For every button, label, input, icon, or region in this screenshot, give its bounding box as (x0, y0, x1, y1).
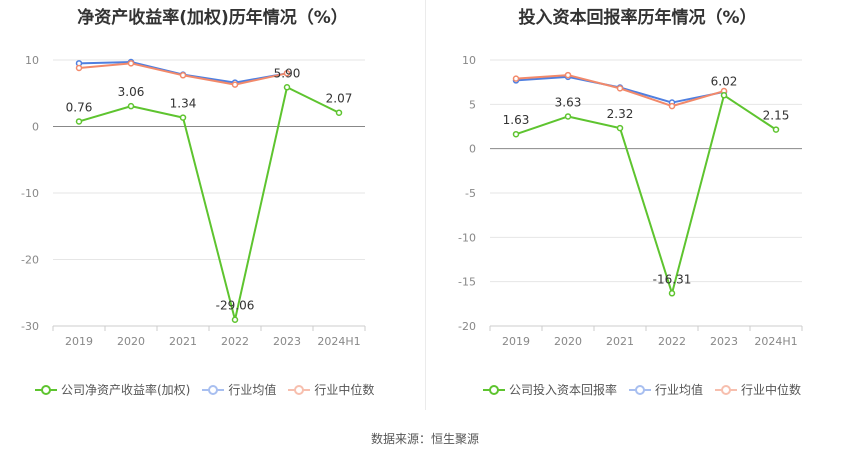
series-point-0 (512, 130, 520, 138)
data-label: 2.07 (326, 92, 353, 106)
roe-chart-title: 净资产收益率(加权)历年情况（%） (77, 8, 348, 28)
legend-label: 行业均值 (228, 383, 277, 397)
series-point-2 (668, 102, 676, 110)
y-tick-label: 5 (469, 98, 476, 111)
legend-swatch-green-icon (35, 384, 57, 395)
series-point-0 (720, 92, 728, 99)
series-point-0 (231, 316, 239, 323)
x-tick-label: 2020 (117, 335, 145, 348)
series-point-0 (179, 114, 187, 121)
x-tick-label: 2023 (273, 335, 301, 348)
series-line-0 (515, 94, 777, 295)
legend-label: 公司净资产收益率(加权) (61, 383, 191, 397)
legend-label: 公司投入资本回报率 (509, 383, 618, 397)
legend-item-industry-mean[interactable]: 行业均值 (202, 381, 276, 398)
y-tick-label: -30 (21, 320, 39, 333)
data-label: 3.63 (555, 95, 582, 109)
y-tick-label: -10 (458, 231, 476, 244)
series-point-0 (564, 113, 572, 120)
legend-swatch-green-icon (483, 384, 505, 395)
data-label: 1.63 (503, 113, 530, 127)
data-label: 6.02 (711, 74, 738, 88)
legend-label: 行业中位数 (741, 383, 802, 397)
data-label: 2.32 (607, 107, 634, 121)
data-label: 5.90 (274, 66, 301, 80)
legend-item-company-roic[interactable]: 公司投入资本回报率 (483, 381, 617, 398)
x-tick-label: 2020 (554, 335, 582, 348)
series-point-2 (231, 81, 239, 88)
data-source-note: 数据来源：恒生聚源 (370, 432, 479, 446)
legend-swatch-blue-icon (629, 384, 652, 395)
legend-item-industry-mean[interactable]: 行业均值 (629, 381, 703, 398)
series-point-2 (75, 64, 83, 72)
panel-divider (425, 0, 426, 410)
x-tick-label: 2024H1 (317, 335, 360, 348)
x-tick-label: 2021 (606, 335, 634, 348)
series-point-0 (772, 126, 780, 133)
series-point-2 (283, 70, 291, 77)
roic-chart-legend: 公司投入资本回报率 行业均值 行业中位数 (483, 381, 813, 398)
x-tick-label: 2019 (65, 335, 93, 348)
x-tick-label: 2022 (221, 335, 249, 348)
roic-chart-plot: 10 5 0 -5 -10 -15 -20 2019 2020 2021 2022 2023 2024H… (458, 54, 803, 348)
x-tick-label: 2024H1 (754, 335, 797, 348)
series-point-2 (616, 85, 624, 92)
roe-chart-legend: 公司净资产收益率(加权) 行业均值 行业中位数 (35, 381, 386, 398)
x-tick-label: 2022 (658, 335, 686, 348)
x-tick-label: 2023 (710, 335, 738, 348)
data-label: 2.15 (763, 109, 790, 123)
series-point-2 (564, 71, 572, 79)
data-label: -29.06 (216, 299, 255, 313)
y-tick-label: -15 (458, 276, 476, 289)
roe-chart-plot: 10 0 -10 -20 -30 2019 2020 2021 2022 2023 2024H1 0.… (21, 54, 366, 348)
roic-chart-panel: 投入资本回报率历年情况（%） 10 5 0 -5 -10 -15 -20 2019 2020 20… (425, 0, 850, 410)
legend-item-industry-median[interactable]: 行业中位数 (715, 381, 801, 398)
series-point-0 (335, 109, 343, 116)
series-line-0 (78, 86, 340, 321)
legend-label: 行业均值 (655, 383, 704, 397)
y-tick-label: 10 (25, 54, 39, 67)
data-label: -16.31 (653, 272, 692, 286)
y-tick-label: -20 (458, 320, 476, 333)
legend-swatch-blue-icon (202, 384, 225, 395)
series-point-2 (179, 72, 187, 79)
data-label: 3.06 (118, 85, 145, 99)
legend-item-company-roe[interactable]: 公司净资产收益率(加权) (35, 381, 190, 398)
roic-chart-title: 投入资本回报率历年情况（%） (518, 8, 757, 28)
legend-swatch-orange-icon (715, 384, 738, 395)
y-tick-label: -5 (465, 187, 476, 200)
y-tick-label: 0 (469, 143, 476, 156)
legend-label: 行业中位数 (314, 383, 375, 397)
series-point-0 (75, 118, 83, 125)
series-point-2 (127, 60, 135, 67)
series-point-0 (127, 102, 135, 110)
series-point-0 (283, 84, 291, 91)
series-point-0 (668, 290, 676, 297)
y-tick-label: 10 (462, 54, 476, 67)
legend-item-industry-median[interactable]: 行业中位数 (288, 381, 374, 398)
series-point-2 (512, 75, 520, 82)
y-tick-label: 0 (32, 121, 39, 134)
x-tick-label: 2021 (169, 335, 197, 348)
roe-chart-panel: 净资产收益率(加权)历年情况（%） 10 0 -10 -20 -30 2019 2020 20… (0, 0, 425, 410)
data-label: 1.34 (170, 97, 197, 111)
series-point-0 (616, 124, 624, 132)
data-label: 0.76 (66, 100, 93, 114)
y-tick-label: -10 (21, 187, 39, 200)
x-tick-label: 2019 (502, 335, 530, 348)
legend-swatch-orange-icon (288, 384, 311, 395)
y-tick-label: -20 (21, 254, 39, 267)
